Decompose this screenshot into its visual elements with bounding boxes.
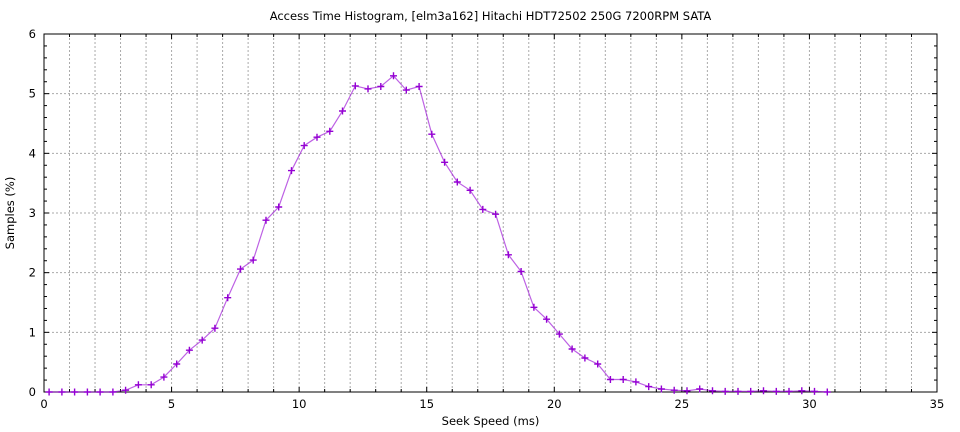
x-axis-label: Seek Speed (ms) [441,414,540,428]
y-tick-label: 6 [29,27,36,41]
y-tick-label: 4 [29,146,36,160]
y-tick-label: 1 [29,325,36,339]
x-tick-label: 15 [419,397,434,411]
x-tick-label: 35 [930,397,945,411]
y-tick-label: 0 [29,385,36,399]
data-point-marker [45,72,831,396]
x-tick-label: 0 [40,397,47,411]
x-tick-label: 20 [547,397,562,411]
x-tick-label: 5 [168,397,175,411]
series-line [49,74,828,393]
y-tick-label: 3 [29,206,36,220]
y-tick-label: 5 [29,87,36,101]
x-tick-label: 30 [802,397,817,411]
x-tick-label: 10 [292,397,307,411]
x-tick-label: 25 [675,397,690,411]
chart-title: Access Time Histogram, [elm3a162] Hitach… [269,9,712,23]
y-tick-label: 2 [29,266,36,280]
